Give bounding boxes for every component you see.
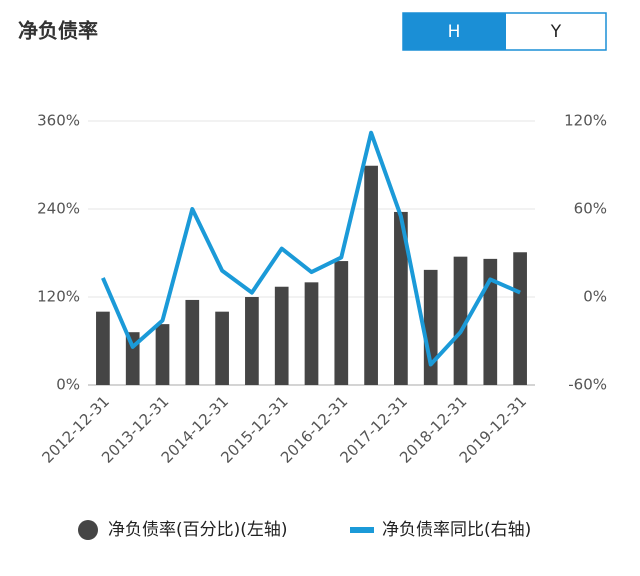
- y2-tick-label: 0%: [583, 288, 607, 306]
- page-title: 净负债率: [18, 19, 98, 43]
- bar: [96, 311, 110, 385]
- legend-swatch: [350, 527, 374, 533]
- bar: [274, 286, 289, 385]
- legend-swatch: [78, 520, 98, 540]
- tab-h[interactable]: [403, 13, 506, 50]
- y-tick-label: 120%: [37, 288, 80, 306]
- bar: [483, 258, 498, 385]
- line: [101, 130, 521, 367]
- legend-label: 净负债率(百分比)(左轴): [108, 520, 288, 540]
- bar: [394, 211, 408, 385]
- y-tick-label: 0%: [56, 376, 80, 394]
- y-tick-label: 240%: [37, 200, 80, 218]
- bar: [155, 324, 170, 385]
- y2-tick-label: -60%: [568, 376, 607, 394]
- y2-tick-label: 120%: [564, 112, 607, 130]
- bar: [215, 311, 229, 385]
- legend-label: 净负债率同比(右轴): [382, 520, 531, 540]
- tab-label[interactable]: Y: [550, 22, 562, 42]
- tab-label[interactable]: H: [448, 22, 461, 42]
- y-tick-label: 360%: [37, 112, 80, 130]
- bar: [334, 261, 349, 385]
- bar: [453, 256, 468, 385]
- bar: [185, 299, 200, 385]
- bar: [364, 165, 378, 385]
- bar: [513, 252, 527, 385]
- bar: [245, 297, 259, 385]
- y2-tick-label: 60%: [574, 200, 607, 218]
- bar: [304, 282, 319, 385]
- bar: [423, 269, 438, 385]
